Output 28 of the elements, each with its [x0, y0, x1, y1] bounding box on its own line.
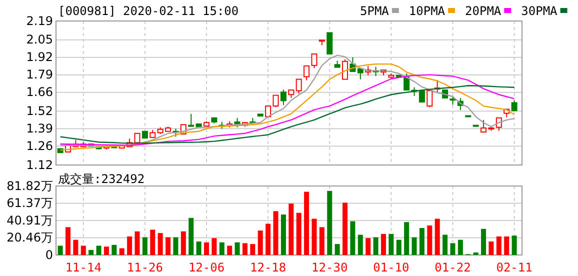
y-tick-label: 1.92 — [26, 50, 53, 64]
x-tick-label: 11-14 — [65, 260, 102, 275]
y-tick-label: 0 — [45, 248, 53, 262]
y-tick-label: 81.82万 — [6, 178, 53, 193]
x-tick-label: 02-11 — [496, 260, 532, 275]
chart-title: 成交量:232492 — [58, 172, 145, 186]
y-tick-label: 61.37万 — [6, 196, 53, 210]
legend-label: 10PMA — [408, 4, 446, 18]
legend-label: 5PMA — [360, 4, 390, 18]
x-tick-label: 12-06 — [188, 260, 225, 275]
x-tick-label: 11-26 — [126, 260, 164, 275]
chart-title: [000981] 2020-02-11 15:00 — [58, 4, 239, 18]
y-tick-label: 1.26 — [26, 139, 53, 153]
x-tick-label: 01-10 — [373, 260, 410, 275]
y-tick-label: 20.46万 — [6, 230, 53, 245]
y-tick-label: 1.39 — [26, 122, 53, 136]
legend-label: 30PMA — [521, 4, 558, 18]
x-tick-label: 12-30 — [312, 260, 348, 275]
x-tick-label: 01-22 — [434, 260, 471, 275]
y-tick-label: 1.79 — [26, 68, 53, 82]
legend-label: 20PMA — [465, 4, 502, 18]
x-tick-label: 12-18 — [250, 260, 286, 275]
y-tick-label: 40.91万 — [6, 213, 53, 228]
y-tick-label: 1.12 — [26, 158, 53, 172]
y-tick-label: 2.19 — [26, 14, 53, 28]
y-tick-label: 1.66 — [26, 85, 53, 100]
y-tick-label: 1.52 — [26, 104, 53, 118]
y-tick-label: 2.05 — [26, 32, 53, 47]
